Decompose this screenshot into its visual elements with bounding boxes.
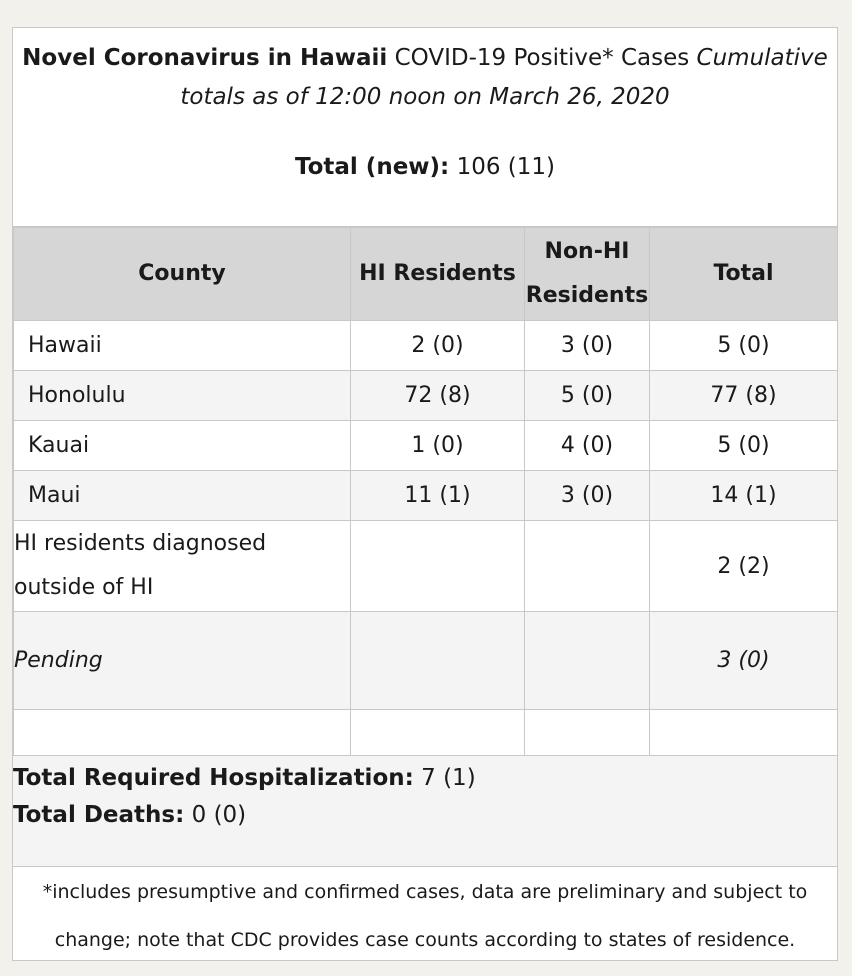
deaths-line: Total Deaths: 0 (0) xyxy=(13,797,837,834)
covid-cases-panel: Novel Coronavirus in Hawaii COVID-19 Pos… xyxy=(12,27,838,961)
total-label: Total (new): xyxy=(294,154,450,180)
deaths-value: 0 (0) xyxy=(184,802,247,828)
non-hi-residents-cell: 5 (0) xyxy=(524,370,650,421)
page-title: Novel Coronavirus in Hawaii COVID-19 Pos… xyxy=(13,39,837,117)
total-line: Total (new): 106 (11) xyxy=(13,148,837,187)
cases-table: County HI Residents Non-HI Residents Tot… xyxy=(13,227,838,756)
table-row-outside-hi: HI residents diagnosed outside of HI 2 (… xyxy=(13,520,838,612)
non-hi-residents-cell: 3 (0) xyxy=(524,470,650,521)
outside-hi-label: HI residents diagnosed outside of HI xyxy=(13,520,351,612)
pending-total: 3 (0) xyxy=(649,611,838,710)
county-cell: Kauai xyxy=(13,420,351,471)
deaths-label: Total Deaths: xyxy=(13,802,185,828)
table-row-pending: Pending 3 (0) xyxy=(13,611,838,710)
title-bold: Novel Coronavirus in Hawaii xyxy=(22,45,388,71)
non-hi-residents-cell: 3 (0) xyxy=(524,320,650,371)
hospitalization-value: 7 (1) xyxy=(413,765,476,791)
summary-block: Total Required Hospitalization: 7 (1) To… xyxy=(13,756,837,867)
county-cell: Maui xyxy=(13,470,351,521)
table-row-empty xyxy=(13,709,838,756)
hi-residents-cell: 72 (8) xyxy=(350,370,525,421)
total-cell: 5 (0) xyxy=(649,420,838,471)
table-row: Honolulu 72 (8) 5 (0) 77 (8) xyxy=(13,370,838,421)
column-header: Non-HI Residents xyxy=(524,227,650,321)
column-header: County xyxy=(13,227,351,321)
title-block: Novel Coronavirus in Hawaii COVID-19 Pos… xyxy=(13,28,837,227)
column-header: Total xyxy=(649,227,838,321)
hi-residents-cell: 1 (0) xyxy=(350,420,525,471)
empty-cell xyxy=(524,709,650,756)
county-cell: Honolulu xyxy=(13,370,351,421)
empty-cell xyxy=(524,520,650,612)
empty-cell xyxy=(350,520,525,612)
table-row: Hawaii 2 (0) 3 (0) 5 (0) xyxy=(13,320,838,371)
empty-cell xyxy=(350,709,525,756)
hospitalization-label: Total Required Hospitalization: xyxy=(13,765,414,791)
table-row: Kauai 1 (0) 4 (0) 5 (0) xyxy=(13,420,838,471)
total-cell: 5 (0) xyxy=(649,320,838,371)
empty-cell xyxy=(649,709,838,756)
hi-residents-cell: 11 (1) xyxy=(350,470,525,521)
table-header-row: County HI Residents Non-HI Residents Tot… xyxy=(13,227,838,321)
total-cell: 14 (1) xyxy=(649,470,838,521)
table-row: Maui 11 (1) 3 (0) 14 (1) xyxy=(13,470,838,521)
hi-residents-cell: 2 (0) xyxy=(350,320,525,371)
empty-cell xyxy=(524,611,650,710)
title-italic: Cumulative totals as of 12:00 noon on Ma… xyxy=(180,45,828,110)
total-value: 106 (11) xyxy=(449,154,556,180)
empty-cell xyxy=(350,611,525,710)
non-hi-residents-cell: 4 (0) xyxy=(524,420,650,471)
title-regular: COVID-19 Positive* Cases xyxy=(387,45,697,71)
total-cell: 77 (8) xyxy=(649,370,838,421)
county-cell: Hawaii xyxy=(13,320,351,371)
hospitalization-line: Total Required Hospitalization: 7 (1) xyxy=(13,760,837,797)
footnote: *includes presumptive and confirmed case… xyxy=(42,881,808,951)
outside-hi-total: 2 (2) xyxy=(649,520,838,612)
column-header: HI Residents xyxy=(350,227,525,321)
pending-label: Pending xyxy=(13,611,351,710)
empty-cell xyxy=(13,709,351,756)
